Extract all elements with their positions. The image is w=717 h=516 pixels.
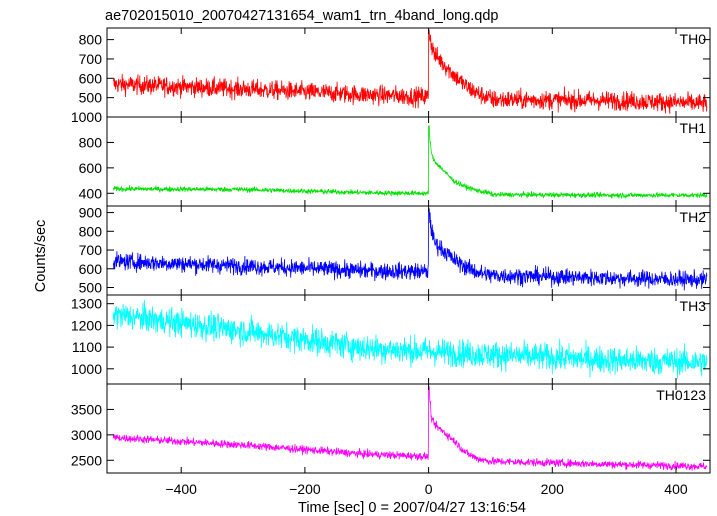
y-tick-label: 3500 <box>71 401 102 417</box>
y-tick-label: 600 <box>79 70 103 86</box>
panel-label: TH0 <box>680 31 707 47</box>
panel-label: TH1 <box>680 120 707 136</box>
y-tick-label: 1300 <box>71 296 102 312</box>
x-tick-label: 200 <box>541 481 565 497</box>
panel-th1: 400 600 800 1000 TH1 <box>71 109 711 207</box>
series-line-th0123 <box>112 386 708 471</box>
panel-frame <box>106 294 711 385</box>
x-tick-label: 0 <box>425 481 433 497</box>
x-tick-label: 400 <box>664 481 688 497</box>
x-axis-label: Time [sec] 0 = 2007/04/27 13:16:54 <box>298 500 526 516</box>
y-tick-label: 600 <box>79 160 103 176</box>
panel-label: TH3 <box>680 298 707 314</box>
y-tick-label: 400 <box>79 185 103 201</box>
series-line-th0 <box>112 29 708 114</box>
y-tick-label: 700 <box>79 51 103 67</box>
y-tick-label: 1100 <box>72 339 102 355</box>
y-tick-label: 500 <box>79 280 103 296</box>
y-tick-label: 900 <box>79 205 103 221</box>
panel-th2: 500 600 700 800 900 TH2 <box>79 205 711 296</box>
y-tick-label: 1000 <box>71 361 102 377</box>
panel-th0: 500 600 700 800 TH0 <box>79 27 711 118</box>
y-tick-label: 2500 <box>71 452 102 468</box>
y-tick-label: 500 <box>79 90 103 106</box>
panel-th0123: 2500 3000 3500 TH0123 <box>71 383 711 474</box>
panel-label: TH0123 <box>656 387 706 403</box>
y-tick-label: 800 <box>79 223 103 239</box>
panels-group: 500 600 700 800 TH0 400 600 800 1000 TH1 500 600 700… <box>71 27 711 497</box>
y-tick-label: 3000 <box>71 427 102 443</box>
y-tick-label: 800 <box>79 32 103 48</box>
y-axis-label: Counts/sec <box>33 220 49 293</box>
chart-title: ae702015010_20070427131654_wam1_trn_4ban… <box>105 8 498 24</box>
panel-frame <box>106 383 711 474</box>
panel-label: TH2 <box>680 209 707 225</box>
y-tick-label: 1200 <box>71 317 102 333</box>
x-tick-label: −400 <box>165 481 197 497</box>
series-line-th3 <box>112 300 708 379</box>
x-tick-label: −200 <box>289 481 321 497</box>
y-tick-label: 1000 <box>71 109 102 125</box>
series-line-th1 <box>112 125 708 199</box>
y-tick-label: 600 <box>79 261 103 277</box>
y-tick-label: 800 <box>79 134 103 150</box>
y-tick-label: 700 <box>79 242 103 258</box>
series-line-th2 <box>112 208 708 291</box>
panel-th3: 1000 1100 1200 1300 TH3 <box>71 294 711 385</box>
